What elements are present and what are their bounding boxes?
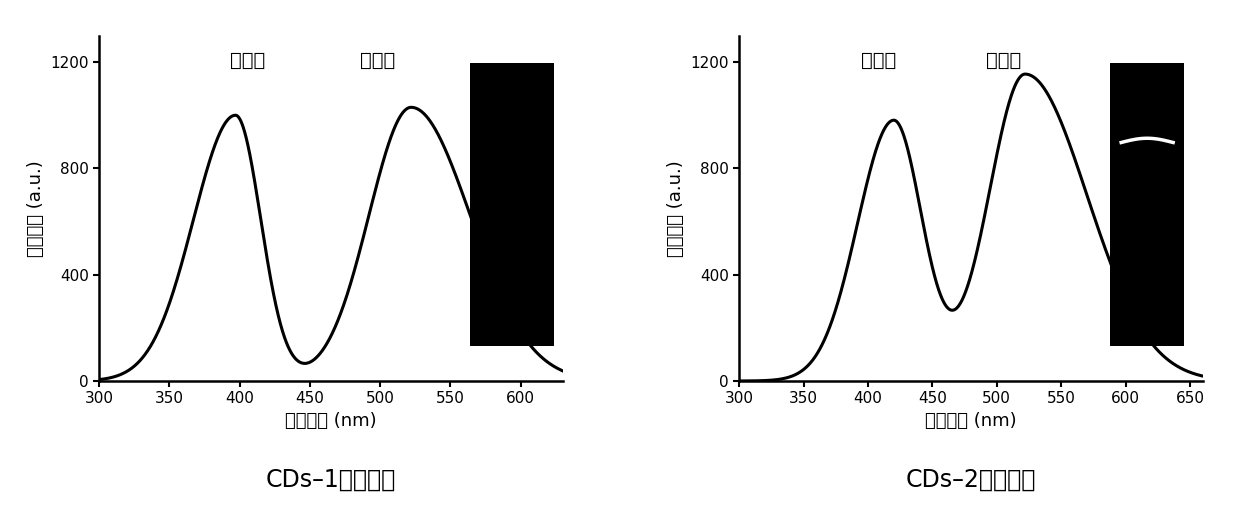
Text: 激发谱: 激发谱 (229, 51, 265, 70)
Text: 发射谱: 发射谱 (986, 51, 1021, 70)
Y-axis label: 荧光强度 (a.u.): 荧光强度 (a.u.) (667, 160, 684, 257)
Y-axis label: 荧光强度 (a.u.): 荧光强度 (a.u.) (27, 160, 45, 257)
X-axis label: 发射波长 (nm): 发射波长 (nm) (285, 412, 377, 430)
Text: 发射谱: 发射谱 (360, 51, 396, 70)
Text: CDs–1荧光光谱: CDs–1荧光光谱 (265, 467, 396, 491)
X-axis label: 发射波长 (nm): 发射波长 (nm) (925, 412, 1017, 430)
Text: CDs–2荧光光谱: CDs–2荧光光谱 (905, 467, 1037, 491)
Text: 激发谱: 激发谱 (861, 51, 895, 70)
